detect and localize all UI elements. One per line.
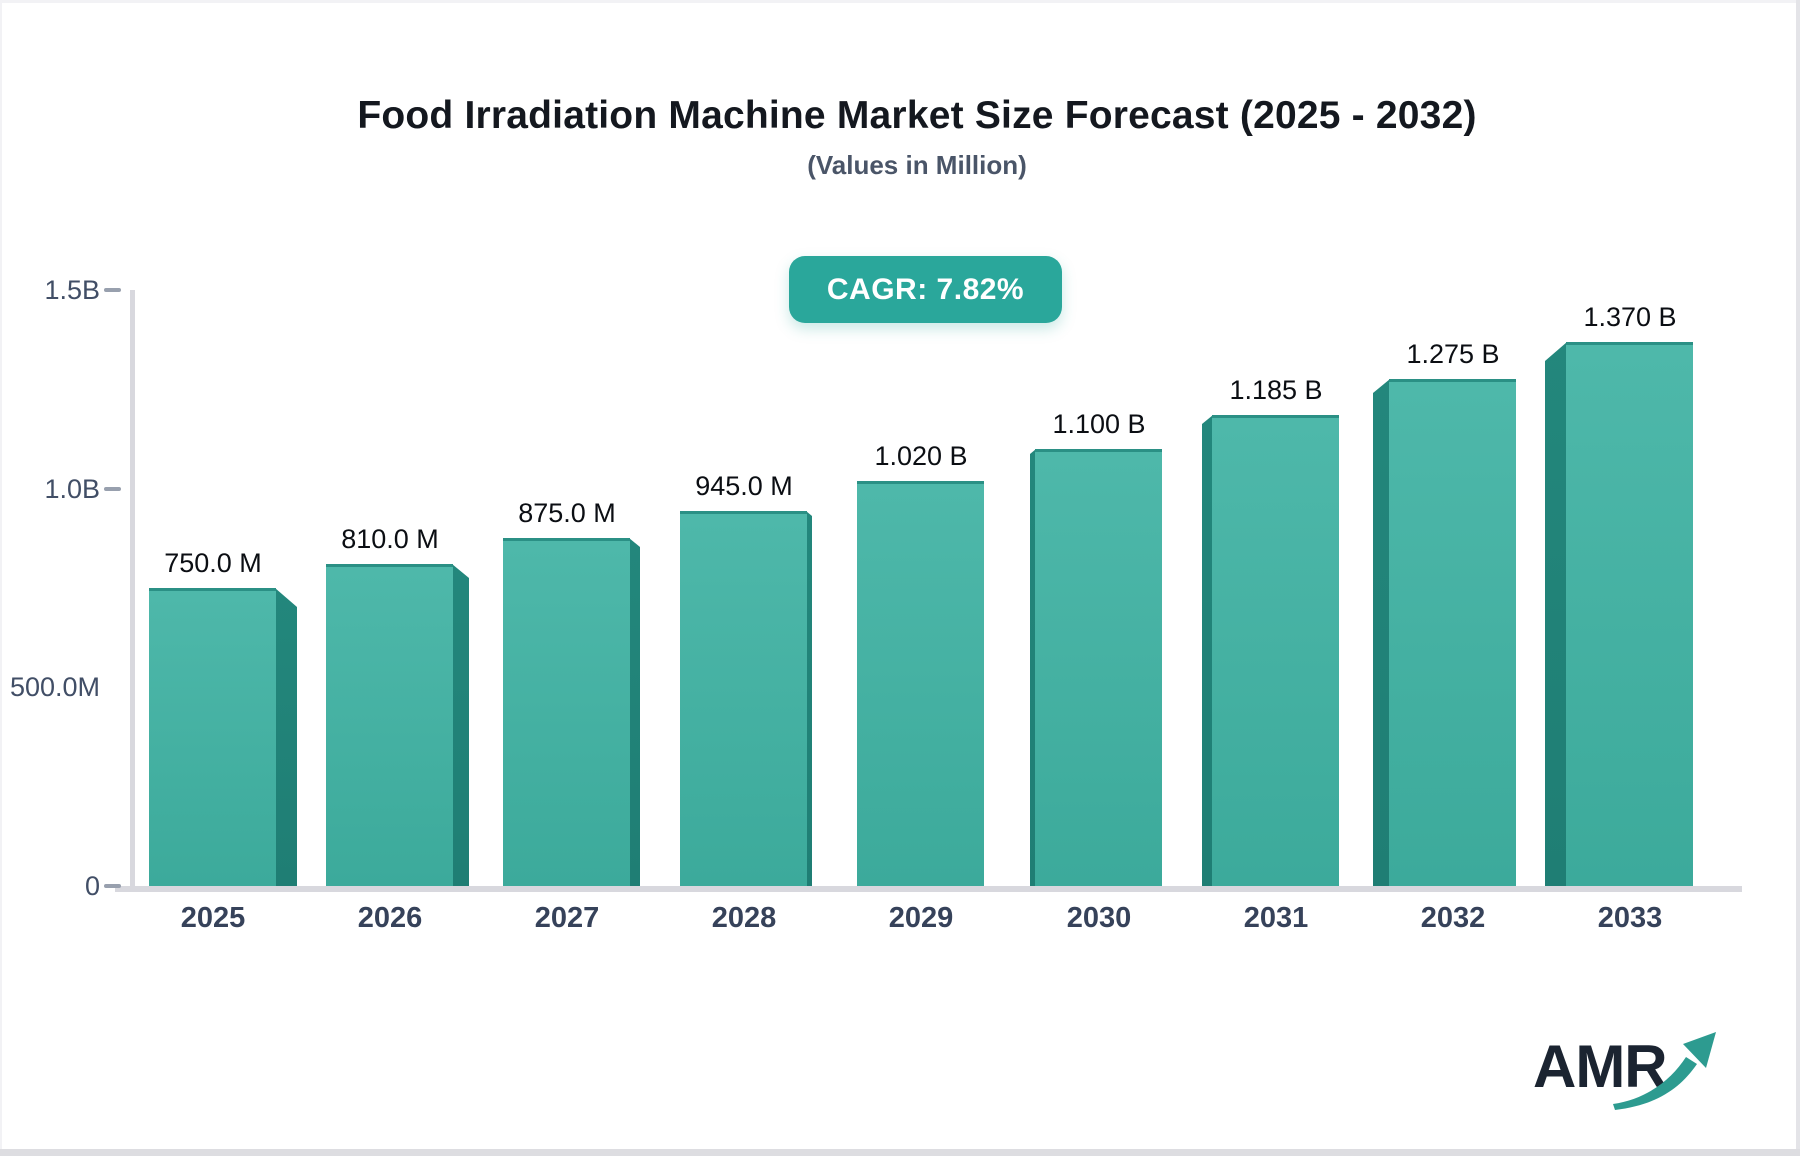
- bar-value-label: 750.0 M: [164, 548, 262, 578]
- bar-2030: [1035, 449, 1162, 886]
- x-axis-label: 2030: [1066, 902, 1132, 934]
- bar-3d-side: [1373, 379, 1390, 886]
- bar-value-label: 1.020 B: [874, 441, 968, 471]
- bar-3d-side: [629, 538, 640, 886]
- chart-subtitle: (Values in Million): [807, 150, 1027, 180]
- cagr-badge: CAGR: 7.82%: [789, 256, 1062, 323]
- x-axis-label: 2027: [534, 902, 600, 934]
- bar-3d-side: [452, 564, 469, 886]
- x-axis-label: 2026: [357, 902, 423, 934]
- y-tick-mark: [104, 288, 121, 292]
- chart-title: Food Irradiation Machine Market Size For…: [357, 94, 1477, 137]
- x-axis-label: 2031: [1243, 902, 1309, 934]
- y-tick-mark: [104, 486, 121, 491]
- edge-right: [1796, 0, 1800, 1156]
- bar-value-label: 1.100 B: [1052, 409, 1146, 439]
- edge-top: [0, 0, 1800, 3]
- bar-value-label: 810.0 M: [341, 524, 439, 554]
- bar-value-label: 1.275 B: [1406, 339, 1500, 369]
- logo-text: AMR: [1533, 1033, 1668, 1100]
- bar-2033: [1566, 342, 1693, 886]
- edge-left: [0, 0, 2, 1156]
- bar-value-label: 875.0 M: [518, 498, 616, 528]
- bar-2032: [1389, 379, 1516, 886]
- y-axis-line: [130, 290, 135, 886]
- bar-value-label: 945.0 M: [695, 471, 793, 501]
- y-axis-label: 0: [84, 871, 100, 901]
- bar-3d-side: [806, 511, 812, 886]
- x-axis-label: 2029: [888, 902, 954, 934]
- bar-3d-side: [275, 588, 297, 886]
- x-axis-label: 2032: [1420, 902, 1486, 934]
- bar-value-label: 1.370 B: [1583, 302, 1677, 332]
- bar-2025: [149, 588, 276, 886]
- bar-2026: [326, 564, 453, 886]
- y-axis-label: 1.0B: [44, 473, 100, 504]
- y-axis-label: 1.5B: [44, 275, 100, 305]
- x-axis-label: 2025: [180, 902, 246, 934]
- bar-2028: [680, 511, 807, 886]
- bar-2031: [1212, 415, 1339, 886]
- y-axis-label: 500.0M: [9, 672, 100, 703]
- bar-2027: [503, 538, 630, 886]
- x-axis-line: [115, 886, 1742, 892]
- bar-3d-side: [1202, 415, 1213, 886]
- y-tick-mark: [104, 884, 121, 888]
- logo-arrow-icon: [1613, 1032, 1716, 1110]
- x-axis-label: 2028: [711, 902, 777, 934]
- bar-2029: [857, 481, 984, 886]
- x-axis-label: 2033: [1597, 902, 1663, 934]
- bar-3d-side: [1030, 449, 1036, 886]
- bar-3d-side: [1545, 342, 1567, 886]
- edge-bottom: [0, 1149, 1800, 1156]
- bar-value-label: 1.185 B: [1229, 375, 1323, 405]
